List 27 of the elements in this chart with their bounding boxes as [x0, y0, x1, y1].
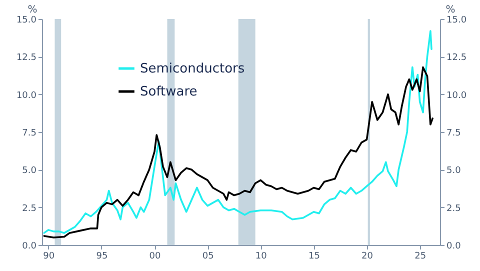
x-tick-label: 10 [255, 252, 268, 262]
x-tick-label: 15 [308, 252, 320, 262]
x-tick-label: 90 [43, 252, 55, 262]
x-tick-label: 00 [149, 252, 161, 262]
y-tick-label: 10.0 [16, 90, 37, 101]
y-tick-label: 12.5 [16, 53, 36, 64]
x-tick-label: 25 [414, 252, 426, 262]
y-tick-label: 15.0 [16, 16, 37, 26]
y2-tick-label: 5.0 [446, 166, 462, 176]
y2-tick-label: 0.0 [446, 242, 462, 252]
y2-axis-title: % [446, 4, 456, 16]
y2-tick-label: 7.5 [446, 128, 461, 138]
y-axis-title: % [28, 4, 38, 16]
y-tick-label: 2.5 [22, 204, 36, 214]
y-tick-label: 0.0 [22, 242, 37, 252]
x-tick-label: 95 [96, 252, 108, 262]
x-tick-label: 20 [362, 252, 374, 262]
y2-tick-label: 10.0 [446, 90, 467, 101]
line-series [43, 30, 432, 234]
x-tick-label: 05 [202, 252, 214, 262]
y-tick-label: 7.5 [22, 128, 36, 138]
legend-label: Software [140, 84, 198, 100]
y2-tick-label: 12.5 [446, 53, 467, 64]
y-tick-label: 5.0 [22, 166, 37, 176]
legend-label: Semiconductors [140, 62, 245, 76]
y2-tick-label: 2.5 [446, 204, 461, 214]
y2-tick-label: 15.0 [446, 16, 467, 26]
